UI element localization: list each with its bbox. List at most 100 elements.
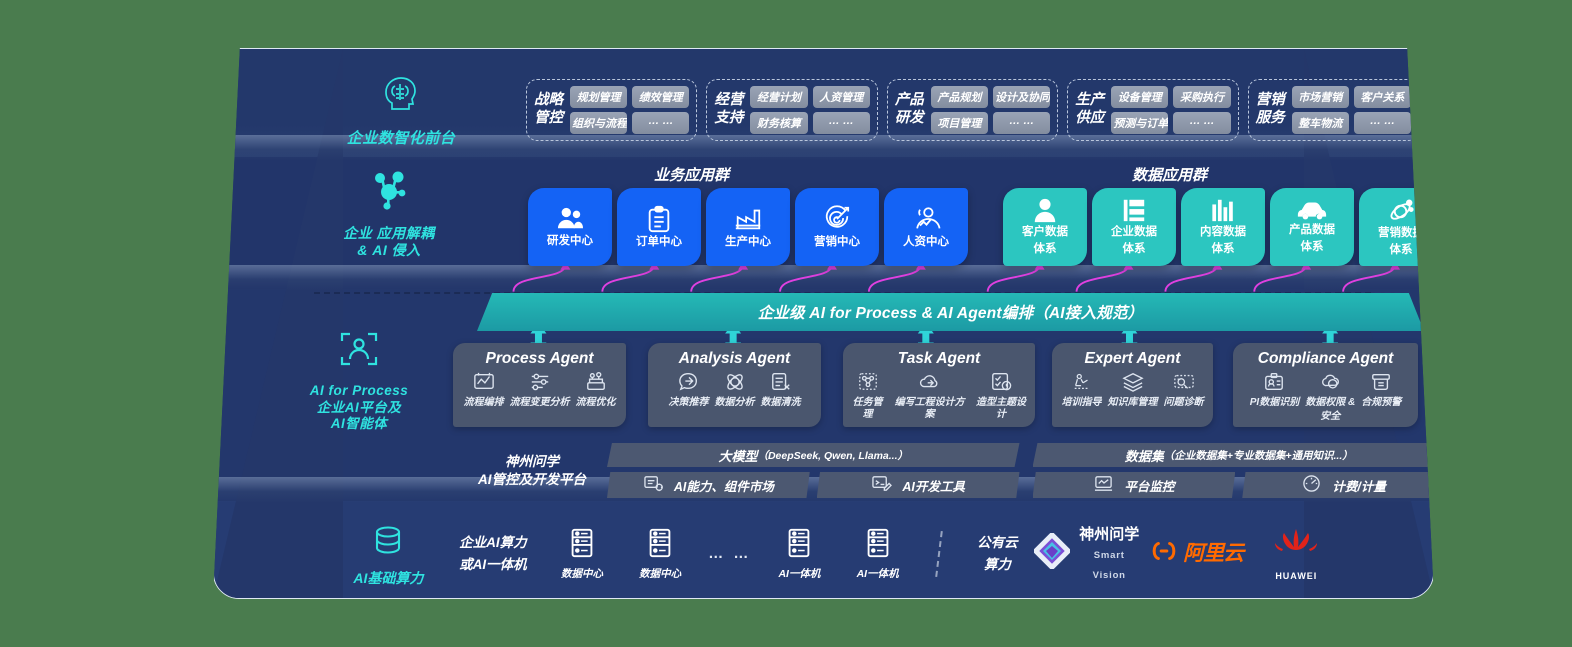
infra-node-datacenter-1[interactable]: 数据中心: [543, 527, 621, 581]
agent-feature[interactable]: 流程编排: [464, 371, 504, 409]
domain-chip[interactable]: … …: [632, 112, 690, 134]
domain-chip[interactable]: 整车物流: [1291, 112, 1349, 134]
vendor-huawei[interactable]: HUAWEI: [1250, 527, 1343, 582]
billing-metering-bar[interactable]: 计费/计量: [1242, 472, 1433, 498]
agent-feature[interactable]: 编写工程设计方案: [892, 371, 967, 420]
domain-title: 战略 管控: [534, 92, 563, 126]
agent-card-task[interactable]: Task Agent 任务管理: [843, 343, 1035, 427]
large-model-label: 大模型: [718, 448, 758, 464]
agent-feature[interactable]: 决策推荐: [669, 371, 709, 409]
layers-icon: [1121, 371, 1144, 395]
tile-hr-center[interactable]: 人资中心: [884, 188, 968, 266]
domain-chip[interactable]: 组织与流程: [570, 112, 628, 134]
dev-tools-icon: [871, 474, 893, 496]
tile-label-line2: 体系: [1389, 243, 1413, 256]
agent-feature[interactable]: 任务管理: [849, 371, 886, 420]
infra-node-ai-appliance-2[interactable]: AI一体机: [839, 527, 917, 581]
domain-chip[interactable]: 经营计划: [750, 86, 808, 108]
domain-chip[interactable]: 采购执行: [1173, 86, 1231, 108]
tile-production-center[interactable]: 生产中心: [706, 188, 790, 266]
tile-product-data[interactable]: 产品数据 体系: [1270, 188, 1354, 266]
domain-chip[interactable]: 财务核算: [750, 112, 808, 134]
ai-dev-tools-bar[interactable]: AI开发工具: [816, 472, 1020, 498]
infra-node-ai-appliance-1[interactable]: AI一体机: [760, 527, 838, 581]
domain-group-production-supply[interactable]: 生产 供应 设备管理 采购执行 预测与订单 … …: [1067, 79, 1239, 141]
agent-feature[interactable]: 知识库管理: [1108, 371, 1158, 409]
agent-feature[interactable]: 培训指导: [1062, 371, 1102, 409]
domain-chip[interactable]: 产品规划: [930, 86, 989, 108]
vendor-wenxue[interactable]: 神州问学 Smart Vision: [1033, 525, 1143, 583]
domain-chip[interactable]: 设计及协同: [993, 86, 1051, 108]
person-chart-icon: [912, 205, 941, 233]
agent-feature-label: 造型主题设计: [976, 397, 1026, 420]
rail-ai-compute: AI基础算力: [334, 521, 443, 587]
tile-label-line2: 体系: [1211, 243, 1235, 255]
tile-label-line1: 产品数据: [1289, 224, 1335, 237]
domain-title: 经营 支持: [714, 92, 744, 126]
domain-chip[interactable]: 绩效管理: [632, 86, 690, 108]
domain-group-marketing-service[interactable]: 营销 服务 市场营销 客户关系 整车物流 … …: [1247, 79, 1420, 141]
domain-chip[interactable]: 市场营销: [1291, 86, 1349, 108]
infra-node-label: AI一体机: [856, 568, 899, 581]
agent-feature[interactable]: 数据权限 & 安全: [1305, 371, 1355, 422]
agent-feature[interactable]: 数据分析: [715, 371, 755, 409]
domain-chip[interactable]: … …: [812, 112, 870, 134]
platform-col-data: 数据集 （企业数据集+专业数据集+通用知识...） 平台监控: [1032, 443, 1433, 499]
public-cloud-label: 公有云 算力: [977, 535, 1018, 572]
agent-feature[interactable]: 造型主题设计: [973, 371, 1029, 420]
domain-chip[interactable]: 项目管理: [930, 112, 989, 134]
domain-group-product-rd[interactable]: 产品 研发 产品规划 设计及协同 项目管理 … …: [886, 79, 1059, 141]
domain-chip[interactable]: 客户关系: [1353, 86, 1412, 108]
platform-name: 神州问学 AI管控及开发平台: [478, 454, 586, 487]
ai-orchestration-banner[interactable]: 企业级 AI for Process & AI Agent编排（AI接入规范）: [477, 293, 1424, 331]
agent-card-process[interactable]: Process Agent 流程编排: [453, 343, 626, 427]
large-model-sub: （DeepSeek, Qwen, Llama...）: [757, 449, 909, 462]
tile-marketing-center[interactable]: 营销中心: [795, 188, 879, 266]
user-avatar-icon: [1032, 197, 1058, 223]
agent-card-compliance[interactable]: Compliance Agent PI数据识别: [1233, 343, 1418, 427]
tile-order-center[interactable]: 订单中心: [617, 188, 701, 266]
domain-chip[interactable]: … …: [1173, 112, 1231, 134]
brain-head-icon: [306, 71, 496, 122]
large-model-bar[interactable]: 大模型 （DeepSeek, Qwen, Llama...）: [607, 443, 1020, 467]
domain-group-operations[interactable]: 经营 支持 经营计划 人资管理 财务核算 … …: [706, 79, 878, 141]
tile-content-data[interactable]: 内容数据 体系: [1181, 188, 1265, 266]
domain-group-strategy[interactable]: 战略 管控 规划管理 绩效管理 组织与流程 … …: [526, 79, 698, 141]
rail-label-line3: AI智能体: [330, 416, 388, 432]
tile-label-line1: 企业数据: [1111, 226, 1157, 239]
agent-feature[interactable]: PI数据识别: [1250, 371, 1299, 422]
tile-enterprise-data[interactable]: 企业数据 体系: [1092, 188, 1176, 266]
infra-node-datacenter-2[interactable]: 数据中心: [621, 527, 699, 581]
tile-customer-data[interactable]: 客户数据 体系: [1003, 188, 1087, 266]
tile-label-line2: 体系: [1122, 243, 1146, 255]
ai-capability-market-bar[interactable]: AI能力、组件市场: [607, 472, 810, 498]
agent-card-analysis[interactable]: Analysis Agent 决策推荐: [648, 343, 821, 427]
tile-marketing-data[interactable]: 营销数据 体系: [1359, 188, 1433, 266]
agent-feature-label: 培训指导: [1061, 397, 1102, 409]
molecule-icon: [294, 169, 484, 217]
agent-feature[interactable]: 流程优化: [576, 371, 616, 409]
dataset-bar[interactable]: 数据集 （企业数据集+专业数据集+通用知识...）: [1032, 443, 1433, 467]
server-rack-icon: [568, 527, 596, 564]
platform-monitoring-bar[interactable]: 平台监控: [1032, 472, 1236, 498]
domain-chip[interactable]: 人资管理: [812, 86, 870, 108]
agent-feature[interactable]: 流程变更分析: [510, 371, 570, 409]
vendor-name-cn: HUAWEI: [1275, 570, 1318, 581]
tile-label-line1: 内容数据: [1200, 226, 1246, 239]
vendor-aliyun[interactable]: 阿里云: [1143, 540, 1250, 567]
agent-feature[interactable]: 问题诊断: [1164, 371, 1204, 409]
domain-chip[interactable]: 规划管理: [570, 86, 628, 108]
domain-chip[interactable]: 预测与订单: [1111, 112, 1169, 134]
agent-feature[interactable]: 合规预警: [1361, 371, 1401, 422]
domain-chip[interactable]: … …: [993, 112, 1051, 134]
tile-rd-center[interactable]: 研发中心: [528, 188, 612, 266]
infra-node-label: AI一体机: [778, 568, 821, 581]
tile-label: 研发中心: [547, 234, 593, 247]
rail-label-line2: 企业AI平台及: [316, 399, 402, 415]
business-group-title: 业务应用群: [654, 167, 730, 184]
domain-chip[interactable]: 设备管理: [1111, 86, 1169, 108]
agent-card-expert[interactable]: Expert Agent 培训指导: [1052, 343, 1213, 427]
domain-chip[interactable]: … …: [1353, 112, 1412, 134]
agent-feature[interactable]: 数据清洗: [761, 371, 801, 409]
training-icon: [1071, 371, 1093, 395]
